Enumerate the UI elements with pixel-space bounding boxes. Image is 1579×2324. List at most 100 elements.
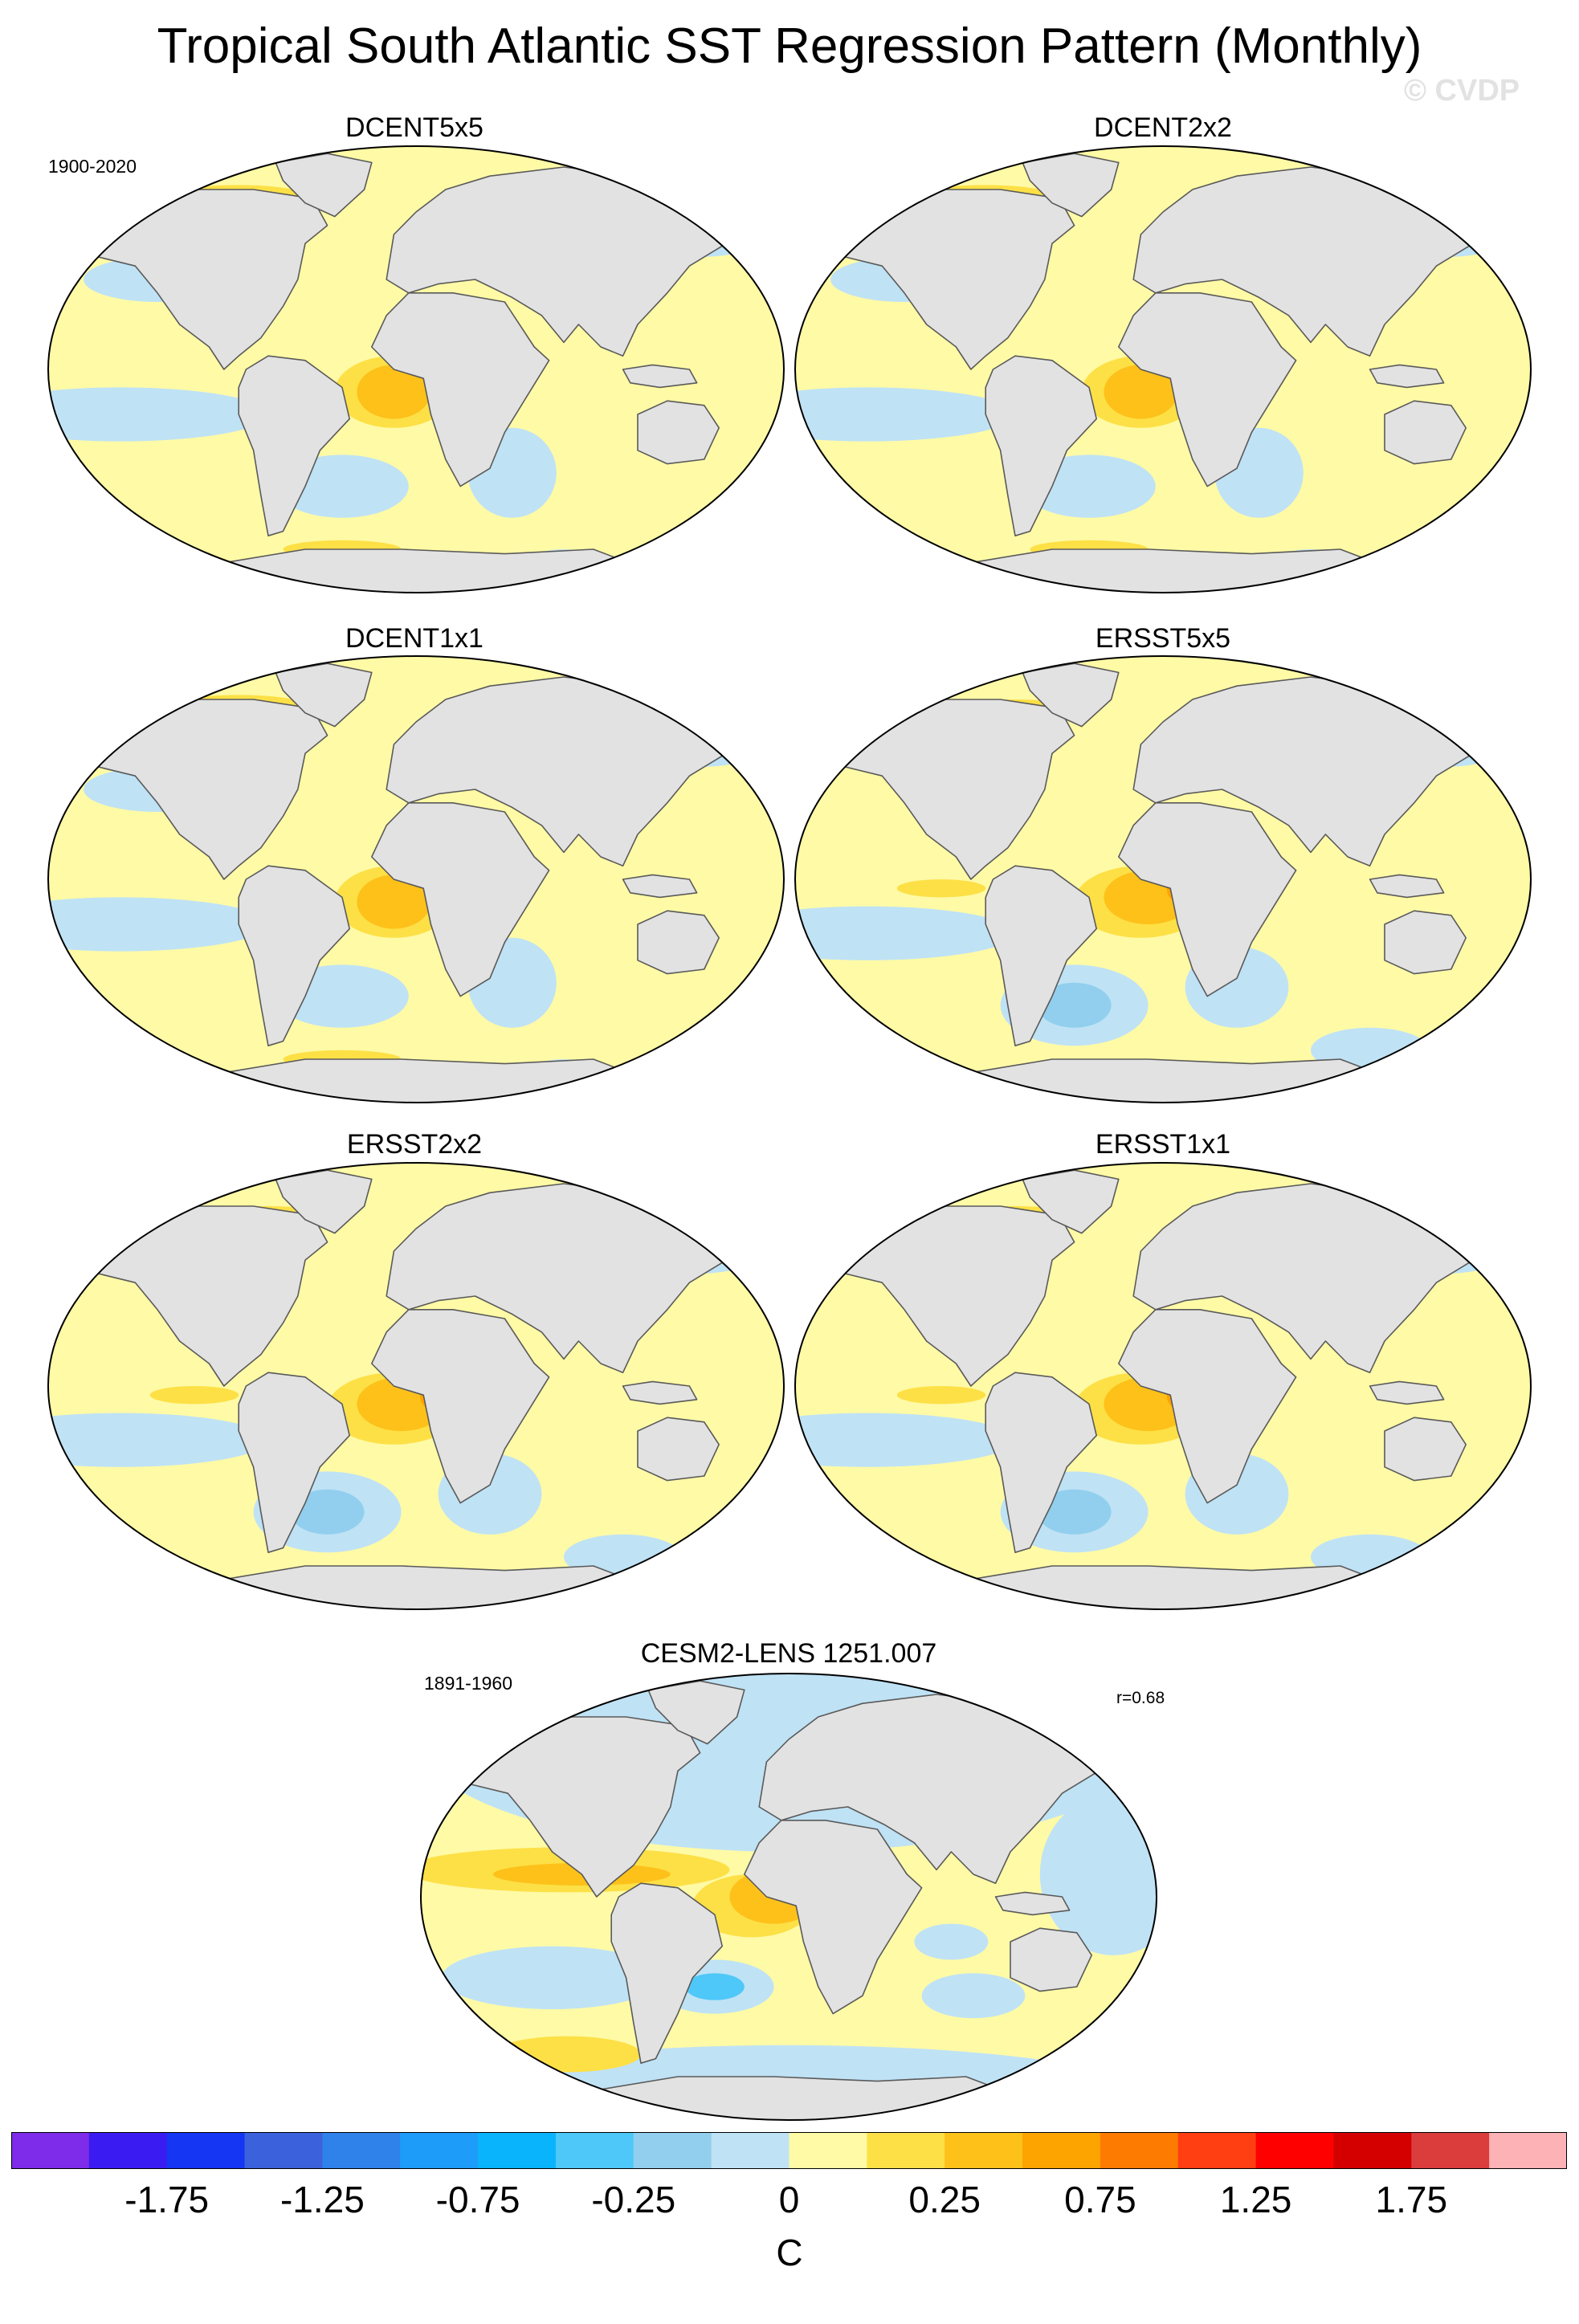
land-mass (970, 1058, 1401, 1103)
robinson-map (47, 1162, 785, 1610)
map-dcent2x2 (794, 145, 1532, 594)
robinson-map (794, 655, 1532, 1103)
land-mass (83, 699, 328, 880)
robinson-map (47, 655, 785, 1103)
colorbar-swatch (1177, 2132, 1257, 2169)
colorbar-outline (11, 2132, 1567, 2169)
map-ersst1x1 (794, 1161, 1532, 1611)
colorbar-swatch (322, 2132, 401, 2169)
colorbar-swatch (711, 2132, 790, 2169)
land-mass (238, 355, 351, 537)
model-period-label: 1891-1960 (424, 1673, 512, 1694)
anomaly-patch (795, 1413, 1015, 1467)
robinson-map (47, 145, 785, 593)
robinson-map (794, 145, 1532, 593)
colorbar-tick-label: 0.25 (908, 2179, 981, 2220)
land-mass (223, 1565, 654, 1609)
land-mass (1384, 910, 1467, 975)
land-mass (596, 2076, 1026, 2120)
panel-title-ersst2x2: ERSST2x2 (346, 1129, 483, 1160)
colorbar-swatch (867, 2132, 945, 2169)
anomaly-patch (896, 879, 986, 898)
map-boundary (47, 145, 785, 593)
land-mass (1022, 153, 1120, 218)
anomaly-patch (921, 1973, 1026, 2019)
land-mass (610, 1882, 724, 2065)
pattern-correlation-label: r=0.68 (1116, 1689, 1165, 1707)
panel-title-ersst5x5: ERSST5x5 (1095, 623, 1231, 654)
anomaly-patch (795, 906, 1015, 960)
colorbar-swatch (244, 2132, 323, 2169)
land-mass (223, 1058, 654, 1103)
land-mass (622, 874, 698, 899)
anomaly-patch (290, 1489, 365, 1535)
colorbar-swatch (555, 2132, 634, 2169)
land-mass (1022, 1169, 1120, 1234)
colorbar-tick-label: -1.75 (124, 2179, 210, 2220)
map-ersst5x5 (794, 654, 1532, 1104)
colorbar-swatch (1255, 2132, 1335, 2169)
map-boundary (47, 655, 785, 1103)
anomaly-patch (795, 387, 1015, 442)
land-mass (370, 292, 550, 487)
land-mass (743, 1820, 923, 2015)
land-mass (830, 189, 1075, 370)
colorbar-tick-label: 0.75 (1064, 2179, 1136, 2220)
land-mass (637, 910, 720, 975)
anomaly-patch (914, 1923, 989, 1960)
colorbar-tick-label: 0 (778, 2179, 800, 2220)
colorbar-swatch (945, 2132, 1023, 2169)
anomaly-patch (48, 897, 268, 952)
land-mass (985, 865, 1098, 1047)
colorbar-swatch (1022, 2132, 1101, 2169)
land-mass (238, 1372, 351, 1554)
colorbar-swatch (166, 2132, 246, 2169)
land-mass (275, 153, 373, 218)
land-mass (223, 548, 654, 593)
colorbar-swatch (1333, 2132, 1412, 2169)
colorbar-units: C (776, 2232, 803, 2273)
land-mass (1384, 1417, 1467, 1482)
colorbar-swatch (400, 2132, 479, 2169)
colorbar-tick-labels: -1.75 -1.25 -0.75 -0.25 0 0.25 0.75 1.25 1.75 (0, 2178, 1579, 2226)
cvdp-watermark: © CVDP (1404, 74, 1520, 108)
anomaly-patch (357, 875, 431, 929)
land-mass (622, 1380, 698, 1405)
anomaly-patch (441, 1946, 663, 2009)
land-mass (386, 1183, 749, 1374)
anomaly-patch (1104, 365, 1178, 419)
land-mass (1132, 1183, 1496, 1374)
land-mass (647, 1680, 745, 1745)
land-mass (970, 1565, 1401, 1609)
colorbar-tick-label: 1.25 (1219, 2179, 1292, 2220)
panel-title-dcent2x2: DCENT2x2 (1094, 112, 1232, 143)
land-mass (370, 1309, 550, 1504)
colorbar-swatch (633, 2132, 712, 2169)
panel-title-dcent1x1: DCENT1x1 (345, 623, 483, 654)
land-mass (386, 676, 749, 867)
land-mass (985, 1372, 1098, 1554)
land-mass (637, 400, 720, 465)
land-mass (1369, 364, 1445, 389)
land-mass (758, 1694, 1122, 1885)
colorbar-tick-label: 1.75 (1375, 2179, 1448, 2220)
land-mass (1022, 663, 1120, 728)
map-dcent5x5 (47, 145, 785, 594)
panel-title-ersst1x1: ERSST1x1 (1095, 1129, 1231, 1160)
land-mass (1117, 802, 1297, 997)
map-boundary (794, 655, 1532, 1103)
colorbar-swatch (11, 2132, 90, 2169)
robinson-map (420, 1673, 1157, 2121)
colorbar-swatch (789, 2132, 867, 2169)
robinson-map (794, 1162, 1532, 1610)
land-mass (275, 663, 373, 728)
land-mass (370, 802, 550, 997)
map-dcent1x1 (47, 654, 785, 1104)
land-mass (985, 355, 1098, 537)
colorbar-swatch (1100, 2132, 1179, 2169)
land-mass (1369, 1380, 1445, 1405)
map-cesm2-lens (419, 1672, 1158, 2122)
land-mass (637, 1417, 720, 1482)
anomaly-patch (48, 1413, 268, 1467)
colorbar-swatch (1489, 2132, 1567, 2169)
